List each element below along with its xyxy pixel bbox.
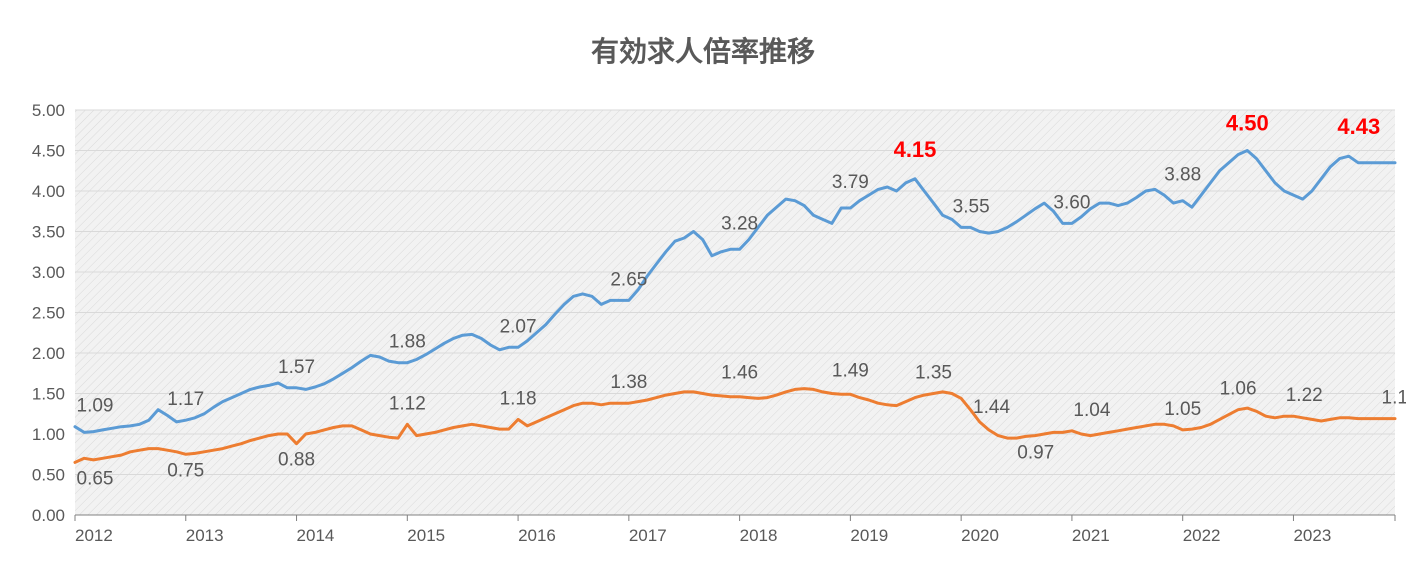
- data-label: 3.88: [1164, 165, 1201, 186]
- data-label: 1.06: [1220, 379, 1257, 400]
- data-label: 1.09: [77, 396, 114, 417]
- data-label: 1.04: [1073, 400, 1110, 421]
- line-chart: 有効求人倍率推移 0.00 0.50 1.00 1.50 2.00 2.50 3.00 3.5…: [0, 0, 1406, 566]
- data-label: 1.44: [973, 397, 1010, 418]
- data-label: 3.55: [953, 196, 990, 217]
- x-axis-label: 2016: [518, 526, 556, 545]
- y-axis-label: 4.50: [32, 142, 65, 161]
- y-axis-label: 2.50: [32, 304, 65, 323]
- data-label: 0.75: [167, 460, 204, 481]
- x-axis-label: 2013: [186, 526, 224, 545]
- data-label: 3.60: [1053, 192, 1090, 213]
- x-axis-label: 2018: [740, 526, 778, 545]
- data-label: 1.19: [1382, 388, 1406, 409]
- data-label: 1.46: [721, 363, 758, 384]
- x-axis-label: 2023: [1293, 526, 1331, 545]
- data-label: 1.22: [1286, 385, 1323, 406]
- y-axis-label: 1.50: [32, 385, 65, 404]
- x-axis-label: 2022: [1183, 526, 1221, 545]
- data-label: 1.49: [832, 360, 869, 381]
- y-axis-label: 1.00: [32, 425, 65, 444]
- y-axis-label: 0.00: [32, 506, 65, 525]
- y-axis-label: 2.00: [32, 344, 65, 363]
- data-label: 4.43: [1337, 114, 1380, 139]
- x-axis-label: 2012: [75, 526, 113, 545]
- x-axis-label: 2014: [297, 526, 335, 545]
- data-label: 3.79: [832, 172, 869, 193]
- x-axis-label: 2019: [850, 526, 888, 545]
- data-label: 0.97: [1017, 442, 1054, 463]
- y-axis-label: 3.50: [32, 223, 65, 242]
- data-label: 4.15: [894, 137, 937, 162]
- data-label: 1.12: [389, 393, 426, 414]
- data-label: 2.07: [500, 316, 537, 337]
- y-axis-label: 4.00: [32, 182, 65, 201]
- y-axis-label: 5.00: [32, 101, 65, 120]
- data-label: 1.38: [610, 372, 647, 393]
- data-label: 0.88: [278, 450, 315, 471]
- data-label: 1.88: [389, 332, 426, 353]
- data-label: 1.17: [167, 389, 204, 410]
- data-label: 2.65: [610, 269, 647, 290]
- y-axis-label: 0.50: [32, 466, 65, 485]
- chart-title: 有効求人倍率推移: [0, 30, 1406, 70]
- x-axis-label: 2020: [961, 526, 999, 545]
- data-label: 1.05: [1164, 399, 1201, 420]
- chart-svg: 0.00 0.50 1.00 1.50 2.00 2.50 3.00 3.50 4.00 4.50…: [0, 0, 1406, 566]
- data-label: 0.65: [77, 468, 114, 489]
- x-axis-label: 2021: [1072, 526, 1110, 545]
- data-label: 1.35: [915, 363, 952, 384]
- data-label: 1.18: [500, 388, 537, 409]
- data-label: 1.57: [278, 357, 315, 378]
- x-axis-label: 2017: [629, 526, 667, 545]
- data-label: 4.50: [1226, 111, 1269, 136]
- x-axis-label: 2015: [407, 526, 445, 545]
- y-axis-label: 3.00: [32, 263, 65, 282]
- data-label: 3.28: [721, 213, 758, 234]
